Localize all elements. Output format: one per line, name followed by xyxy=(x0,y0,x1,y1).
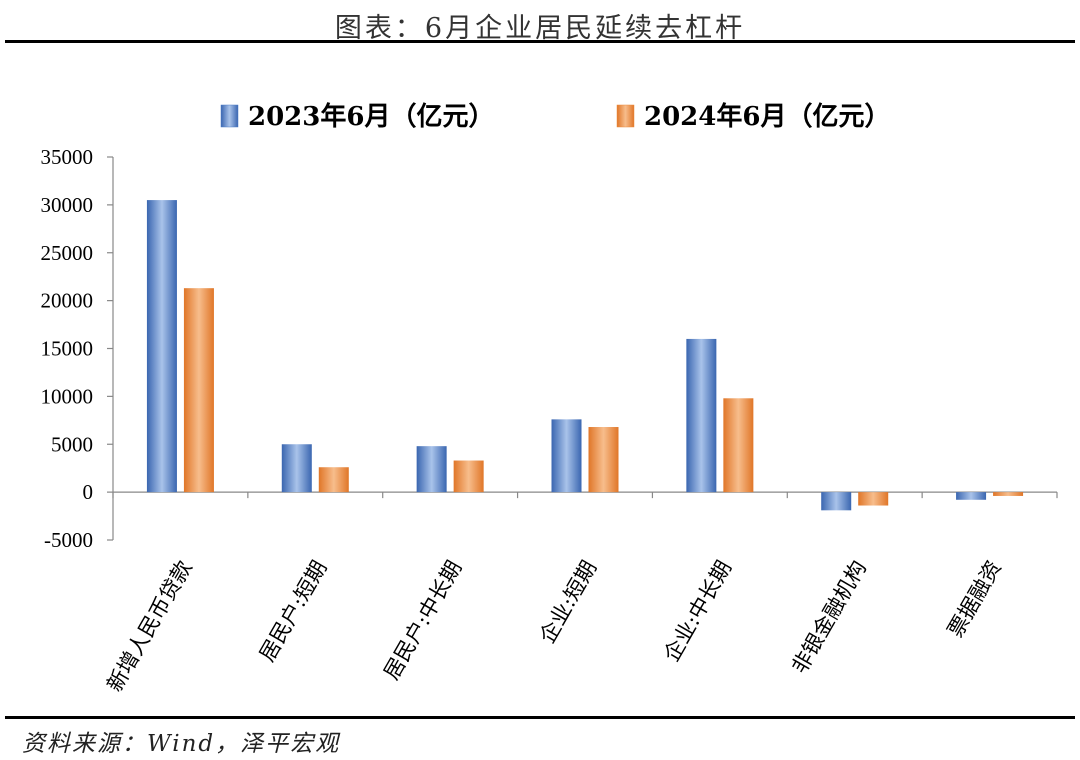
bar-2023-6 xyxy=(956,492,986,500)
bar-2023-3 xyxy=(552,419,582,492)
y-axis: -5000 0 5000 10000 15000 20000 25000 30000 35000 xyxy=(41,145,114,552)
source-note: 资料来源：Wind，泽平宏观 xyxy=(22,724,340,758)
category-label: 企业:中长期 xyxy=(659,557,736,666)
y-tick-label: 5000 xyxy=(51,432,93,456)
y-tick-label: 20000 xyxy=(41,289,94,313)
bar-2024-6 xyxy=(993,492,1023,496)
bar-2024-0 xyxy=(184,288,214,492)
category-label: 新增人民币贷款 xyxy=(102,557,196,696)
y-tick-label: 35000 xyxy=(41,145,94,169)
bar-2024-1 xyxy=(319,467,349,492)
bar-2023-2 xyxy=(417,446,447,492)
bar-2023-5 xyxy=(821,492,851,510)
category-label: 企业:短期 xyxy=(535,557,601,648)
bar-2024-4 xyxy=(723,398,753,492)
y-tick-label: 25000 xyxy=(41,241,94,265)
bottom-rule xyxy=(5,716,1075,719)
y-tick-label: 0 xyxy=(83,480,94,504)
bar-2023-1 xyxy=(282,444,312,492)
category-label: 居民户:短期 xyxy=(255,557,332,666)
category-label: 居民户:中长期 xyxy=(379,557,466,684)
legend-label-2023: 2023年6月（亿元） xyxy=(248,101,494,132)
y-tick-label: 15000 xyxy=(41,337,94,361)
bars xyxy=(147,200,1023,510)
bar-2023-4 xyxy=(686,339,716,492)
legend: 2023年6月（亿元） 2024年6月（亿元） xyxy=(221,101,890,132)
bar-2024-3 xyxy=(589,427,619,492)
bar-2024-2 xyxy=(454,461,484,493)
category-labels: 新增人民币贷款 居民户:短期 居民户:中长期 企业:短期 企业:中长期 非银金融机构 票据融… xyxy=(102,557,1005,696)
y-tick-label: 10000 xyxy=(41,384,94,408)
bar-2024-5 xyxy=(858,492,888,505)
legend-swatch-2023 xyxy=(221,105,238,127)
bar-2023-0 xyxy=(147,200,177,492)
legend-label-2024: 2024年6月（亿元） xyxy=(644,101,890,132)
x-axis xyxy=(113,492,1057,498)
category-label: 票据融资 xyxy=(943,557,1006,642)
category-label: 非银金融机构 xyxy=(787,557,871,678)
legend-swatch-2024 xyxy=(617,105,634,127)
y-tick-label: -5000 xyxy=(44,528,93,552)
bar-chart: 2023年6月（亿元） 2024年6月（亿元） -5000 0 5000 10000 15… xyxy=(0,0,1080,716)
y-tick-label: 30000 xyxy=(41,193,94,217)
